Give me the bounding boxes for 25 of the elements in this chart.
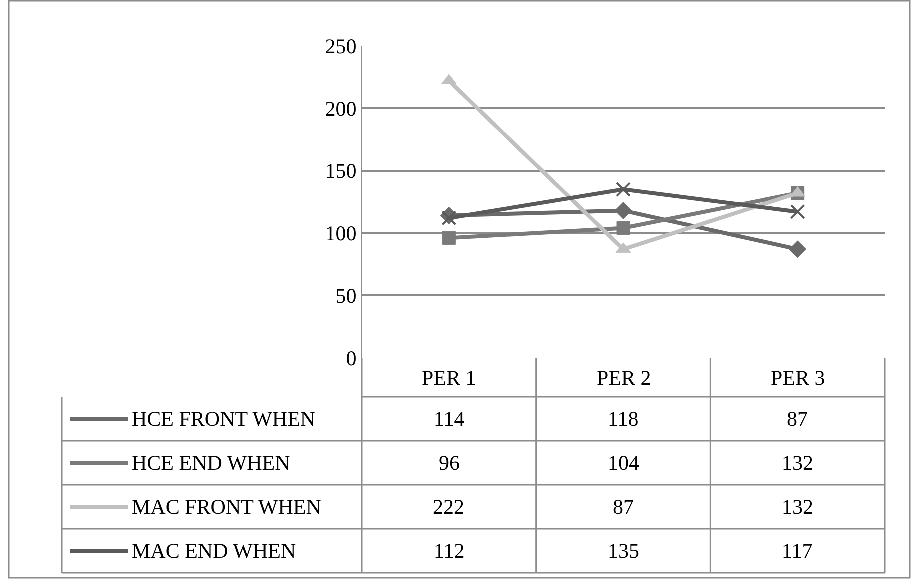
y-tick-label: 150	[325, 159, 357, 184]
x-tick-label: PER 2	[597, 366, 652, 390]
legend-label: MAC END WHEN	[132, 539, 296, 563]
data-label: 118	[608, 407, 639, 431]
data-label: 104	[608, 451, 640, 475]
data-label: 132	[782, 495, 814, 519]
data-label: 114	[434, 407, 466, 431]
y-tick-label: 250	[325, 34, 357, 58]
data-label: 222	[433, 495, 464, 519]
data-label: 135	[608, 539, 640, 563]
data-label: 112	[434, 539, 465, 563]
y-tick-label: 100	[325, 222, 357, 246]
y-tick-label: 0	[346, 346, 357, 370]
legend-label: HCE FRONT WHEN	[132, 407, 316, 431]
legend-label: HCE END WHEN	[132, 451, 290, 475]
data-label: 96	[439, 451, 460, 475]
data-label: 87	[613, 495, 634, 519]
legend-label: MAC FRONT WHEN	[132, 495, 322, 519]
data-label: 87	[787, 407, 808, 431]
x-tick-label: PER 3	[771, 366, 826, 390]
data-label: 132	[782, 451, 814, 475]
y-tick-label: 50	[336, 284, 357, 308]
data-label: 117	[782, 539, 813, 563]
x-tick-label: PER 1	[422, 366, 476, 390]
y-tick-label: 200	[325, 96, 357, 121]
